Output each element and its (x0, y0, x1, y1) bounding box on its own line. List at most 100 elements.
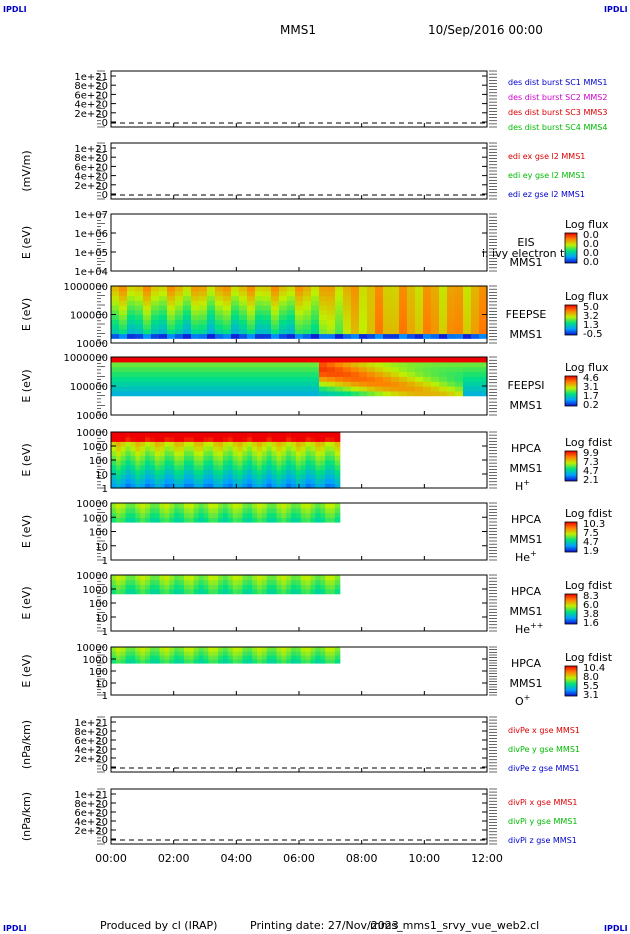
x-tick-label: 06:00 (283, 852, 315, 865)
spec-cell (287, 314, 296, 320)
colorbar (564, 450, 578, 482)
spec-cell (391, 390, 400, 397)
spec-cell (310, 575, 316, 581)
spec-cell (218, 455, 224, 461)
spec-cell (149, 503, 156, 509)
spec-cell (303, 319, 312, 325)
spec-cell (247, 474, 253, 480)
spec-cell (232, 432, 239, 438)
spec-cell (276, 512, 282, 518)
spec-cell (383, 366, 392, 373)
spec-cell (242, 469, 248, 475)
y-tick-label: 2e+20 (74, 109, 108, 120)
spec-cell (439, 314, 448, 320)
spec-cell (439, 300, 448, 306)
spec-cell (311, 376, 320, 382)
spec-cell (303, 357, 312, 363)
spec-cell (119, 376, 128, 382)
spec-cell (149, 432, 156, 438)
spec-cell (191, 366, 200, 373)
spec-cell (330, 579, 336, 585)
spec-cell (320, 584, 326, 590)
spec-cell (232, 655, 239, 660)
spec-cell (351, 309, 360, 316)
spec-cell (320, 432, 326, 438)
spec-cell (151, 314, 160, 320)
spec-cell (111, 460, 117, 466)
spec-cell (140, 647, 146, 652)
spec-cell (255, 366, 264, 373)
spec-cell (295, 455, 302, 461)
spec-cell (232, 651, 239, 656)
y-axis-label: E (eV) (20, 443, 33, 476)
spec-cell (164, 647, 170, 652)
spec-cell (263, 366, 272, 373)
spec-cell (343, 376, 352, 382)
spec-cell (140, 446, 146, 452)
spec-cell (111, 319, 120, 325)
spec-cell (263, 376, 272, 382)
spec-cell (218, 584, 224, 590)
spec-cell (359, 390, 368, 397)
spec-cell (463, 386, 472, 392)
spec-cell (305, 432, 312, 438)
spec-cell (130, 503, 136, 509)
spec-cell (295, 366, 304, 373)
spec-cell (120, 589, 127, 595)
spec-cell (330, 659, 336, 664)
spec-cell (203, 503, 209, 509)
spec-cell (247, 328, 256, 335)
spec-cell (286, 512, 292, 518)
spec-cell (184, 503, 190, 509)
spec-cell (198, 446, 205, 452)
spec-cell (291, 651, 297, 656)
colorbar-tick-label: 10.3 (583, 519, 605, 530)
spec-cell (159, 651, 166, 656)
spec-cell (184, 474, 190, 480)
spec-cell (174, 517, 180, 523)
spec-cell (127, 309, 136, 316)
spec-cell (135, 286, 144, 292)
spec-cell (115, 469, 122, 475)
spec-cell (455, 366, 464, 373)
spec-cell (227, 455, 234, 461)
spec-cell (319, 314, 328, 320)
colorbar-tick-label: 1.9 (583, 546, 599, 557)
spec-cell (159, 647, 166, 652)
spec-cell (247, 295, 256, 301)
spec-cell (198, 517, 205, 523)
spec-cell (351, 333, 360, 339)
spec-cell (199, 286, 208, 292)
legend-entry: edi ey gse l2 MMS1 (508, 171, 586, 180)
spec-cell (334, 483, 341, 489)
spec-cell (325, 460, 331, 466)
spec-cell (252, 517, 258, 523)
spec-cell (276, 503, 282, 509)
spec-cell (208, 474, 214, 480)
spec-cell (237, 464, 243, 470)
spec-cell (203, 584, 209, 590)
spec-cell (242, 478, 248, 484)
spec-cell (239, 319, 248, 325)
spec-cell (375, 357, 384, 363)
spec-cell (311, 319, 320, 325)
corner-label-tl: IPDLI (3, 5, 27, 14)
spec-cell (145, 469, 151, 475)
spec-cell (145, 579, 151, 585)
spec-cell (159, 483, 166, 489)
legend-entry: des dist burst SC3 MMS3 (508, 108, 607, 117)
spec-cell (222, 464, 229, 470)
spec-cell (111, 507, 117, 514)
spec-cell (193, 651, 200, 656)
spec-cell (199, 357, 208, 363)
spec-cell (143, 390, 152, 397)
spec-cell (215, 357, 224, 363)
spec-cell (247, 517, 253, 523)
spec-cell (179, 478, 185, 484)
spec-cell (291, 647, 297, 652)
spec-cell (174, 584, 180, 590)
spec-cell (311, 290, 320, 297)
spec-cell (255, 376, 264, 382)
spec-cell (127, 286, 136, 292)
spec-cell (231, 371, 240, 377)
